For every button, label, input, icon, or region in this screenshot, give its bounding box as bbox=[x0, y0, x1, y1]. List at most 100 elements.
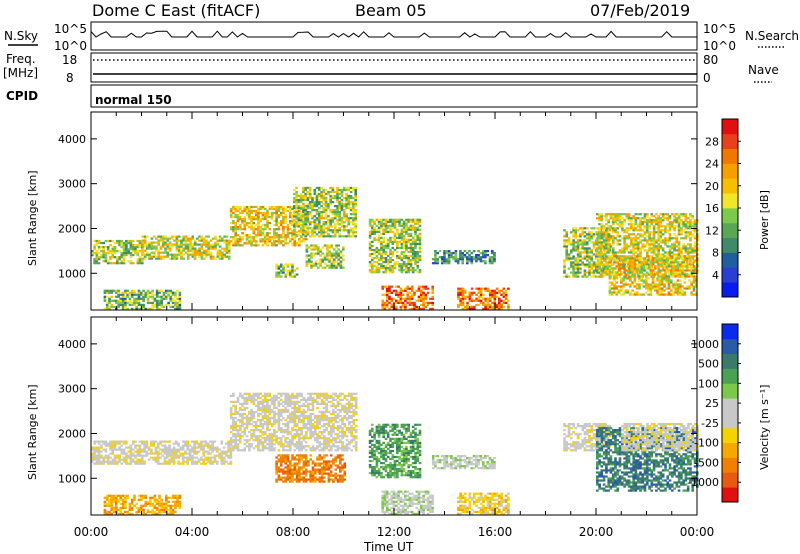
echo-cell bbox=[239, 224, 242, 227]
echo-cell bbox=[93, 458, 96, 461]
echo-cell bbox=[342, 258, 345, 261]
echo-cell bbox=[486, 303, 490, 306]
echo-cell bbox=[116, 456, 119, 459]
echo-cell bbox=[679, 261, 682, 264]
echo-cell bbox=[206, 450, 210, 453]
echo-cell bbox=[333, 209, 337, 212]
echo-cell bbox=[339, 264, 343, 267]
echo-cell bbox=[313, 209, 317, 212]
echo-cell bbox=[347, 196, 351, 200]
echo-cell bbox=[443, 254, 446, 257]
echo-cell bbox=[563, 263, 566, 266]
echo-cell bbox=[105, 289, 109, 292]
echo-cell bbox=[291, 232, 294, 235]
echo-cell bbox=[389, 250, 392, 254]
echo-cell bbox=[122, 448, 126, 451]
echo-cell bbox=[349, 209, 353, 212]
echo-cell bbox=[191, 446, 194, 449]
echo-cell bbox=[306, 186, 310, 189]
echo-cell bbox=[159, 452, 162, 455]
echo-cell bbox=[131, 454, 135, 457]
echo-cell bbox=[657, 231, 660, 234]
echo-cell bbox=[319, 258, 322, 261]
echo-cell bbox=[574, 227, 578, 230]
echo-cell bbox=[347, 201, 351, 204]
echo-cell bbox=[595, 253, 598, 256]
echo-cell bbox=[162, 235, 165, 238]
echo-cell bbox=[634, 239, 638, 242]
echo-cell bbox=[297, 201, 301, 204]
echo-cell bbox=[670, 285, 673, 288]
echo-cell bbox=[371, 230, 374, 233]
echo-cell bbox=[572, 233, 575, 236]
echo-cell bbox=[209, 253, 213, 256]
echo-cell bbox=[625, 213, 629, 216]
echo-cell bbox=[289, 275, 292, 278]
echo-cell bbox=[106, 460, 110, 463]
echo-cell bbox=[651, 287, 655, 290]
echo-cell bbox=[463, 291, 467, 294]
echo-cell bbox=[579, 255, 582, 258]
echo-cell bbox=[181, 458, 185, 461]
echo-cell bbox=[371, 252, 374, 256]
echo-cell bbox=[109, 440, 112, 443]
echo-cell bbox=[347, 188, 351, 192]
echo-cell bbox=[229, 226, 233, 229]
echo-cell bbox=[661, 267, 665, 270]
echo-cell bbox=[324, 188, 328, 192]
echo-cell bbox=[648, 235, 651, 238]
echo-cell bbox=[112, 289, 116, 292]
echo-cell bbox=[121, 305, 125, 308]
echo-cell bbox=[384, 271, 388, 274]
echo-cell bbox=[305, 248, 309, 251]
echo-cell bbox=[109, 239, 112, 243]
echo-cell bbox=[398, 218, 401, 221]
echo-cell bbox=[663, 275, 666, 278]
echo-cell bbox=[106, 456, 110, 459]
echo-cell bbox=[277, 226, 281, 229]
echo-cell bbox=[225, 241, 229, 244]
echo-cell bbox=[198, 247, 201, 250]
echo-cell bbox=[218, 253, 222, 256]
echo-cell bbox=[128, 301, 132, 304]
echo-cell bbox=[121, 299, 125, 302]
echo-cell bbox=[410, 287, 414, 290]
echo-cell bbox=[335, 246, 338, 249]
echo-cell bbox=[254, 214, 258, 217]
echo-cell bbox=[368, 244, 372, 248]
echo-cell bbox=[207, 251, 210, 254]
echo-cell bbox=[142, 289, 145, 292]
echo-cell bbox=[666, 251, 669, 254]
echo-cell bbox=[424, 285, 428, 288]
echo-cell bbox=[349, 231, 353, 234]
echo-cell bbox=[308, 235, 312, 238]
echo-cell bbox=[461, 297, 465, 300]
echo-cell bbox=[380, 244, 383, 248]
echo-cell bbox=[191, 247, 195, 250]
echo-cell bbox=[405, 240, 408, 243]
echo-cell bbox=[382, 271, 385, 274]
echo-cell bbox=[610, 293, 614, 296]
echo-cell bbox=[176, 305, 179, 308]
echo-cell bbox=[386, 254, 390, 258]
echo-cell bbox=[647, 283, 650, 286]
echo-cell bbox=[656, 257, 659, 260]
echo-cell bbox=[646, 223, 649, 226]
echo-cell bbox=[590, 227, 593, 230]
echo-cell bbox=[616, 227, 620, 230]
echo-cell bbox=[588, 247, 591, 250]
echo-cell bbox=[100, 246, 103, 249]
echo-cell bbox=[371, 220, 374, 223]
echo-cell bbox=[118, 244, 121, 247]
echo-cell bbox=[286, 224, 290, 227]
echo-cell bbox=[236, 220, 240, 223]
echo-cell bbox=[284, 222, 287, 225]
echo-cell bbox=[125, 254, 128, 257]
echo-cell bbox=[664, 227, 667, 230]
echo-cell bbox=[684, 269, 688, 272]
echo-cell bbox=[197, 444, 201, 447]
echo-cell bbox=[250, 211, 253, 215]
echo-cell bbox=[259, 218, 262, 221]
echo-cell bbox=[402, 220, 406, 223]
echo-cell bbox=[667, 265, 671, 268]
